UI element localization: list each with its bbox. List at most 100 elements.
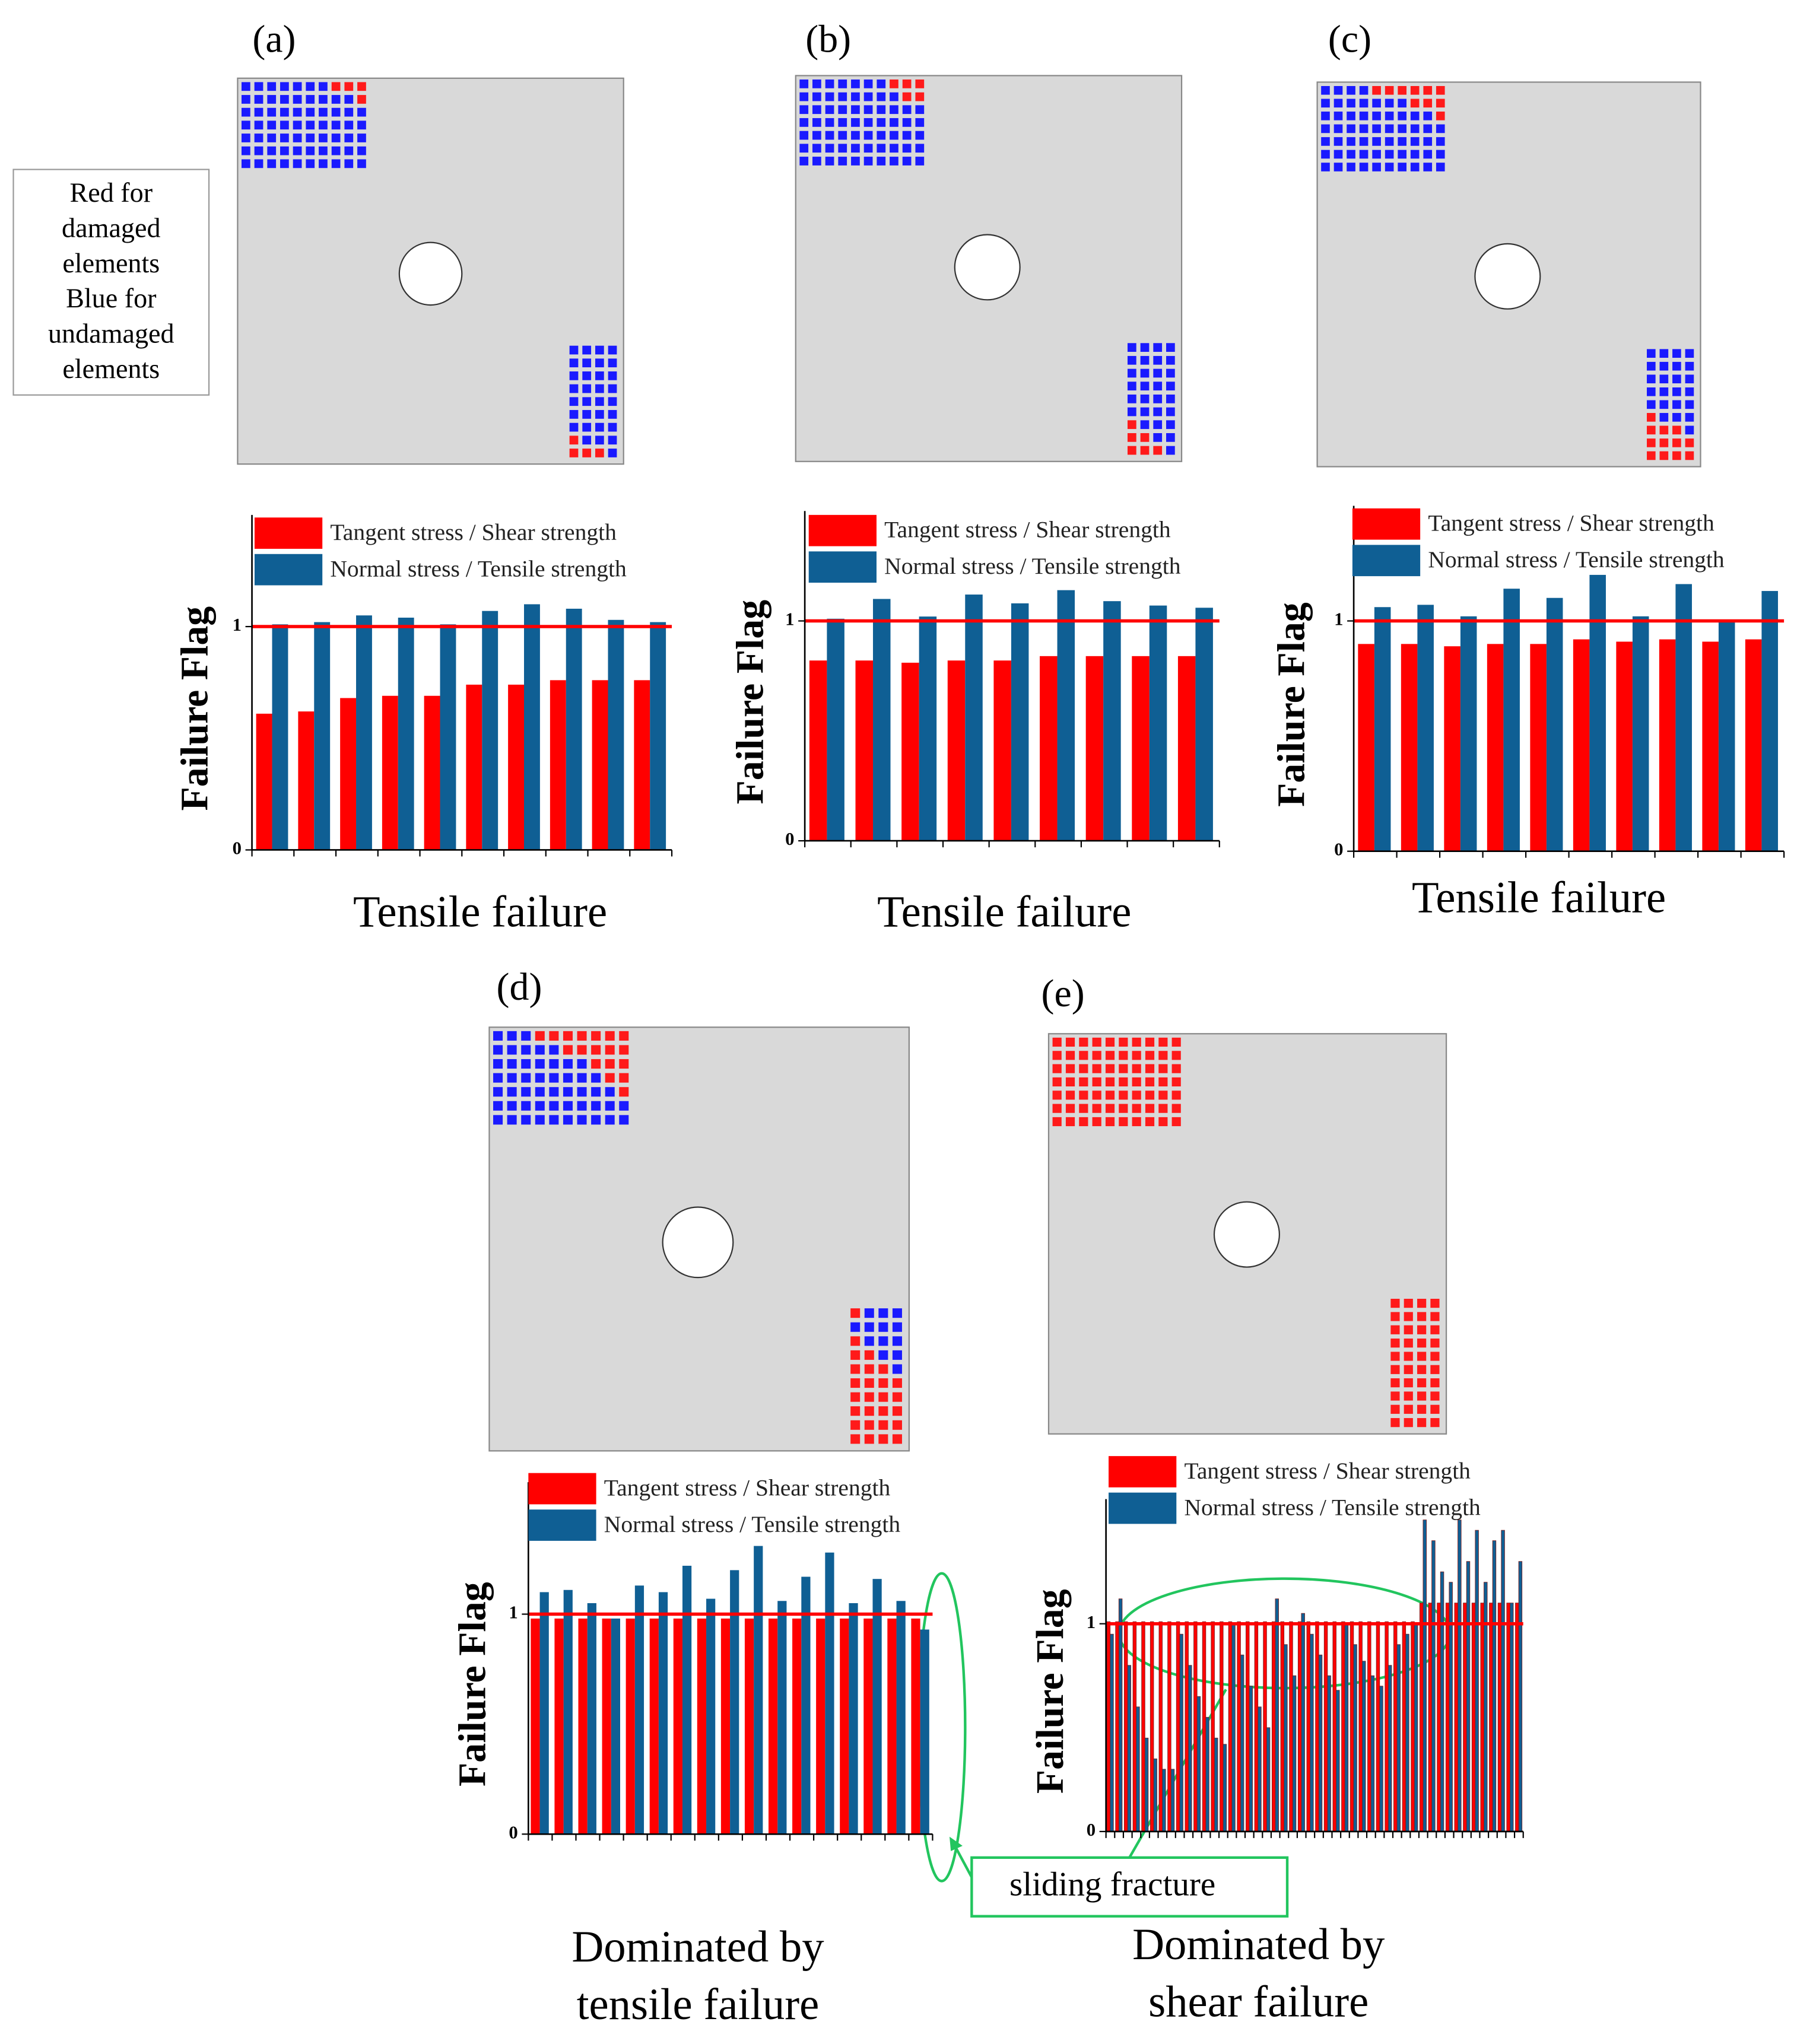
element — [1171, 1051, 1181, 1060]
element — [595, 397, 604, 406]
element — [1404, 1391, 1413, 1401]
bar — [1327, 1675, 1331, 1832]
element — [608, 449, 617, 457]
bar — [356, 615, 372, 850]
element — [267, 133, 277, 142]
element — [293, 120, 302, 130]
element — [1145, 1077, 1155, 1087]
bar — [1195, 608, 1213, 841]
element — [1105, 1077, 1115, 1087]
element — [851, 157, 860, 166]
bar — [911, 1618, 920, 1835]
y-tick-label: 0 — [509, 1822, 517, 1842]
element — [799, 80, 809, 88]
element — [241, 82, 250, 91]
element — [241, 146, 250, 155]
bar — [682, 1565, 692, 1835]
bar — [1193, 1621, 1198, 1832]
element — [1166, 420, 1175, 430]
element — [1410, 124, 1420, 133]
element — [254, 95, 263, 104]
element — [1372, 137, 1381, 146]
element — [1385, 86, 1394, 95]
bar — [1405, 1633, 1409, 1832]
bar — [1123, 1621, 1128, 1832]
element — [1321, 163, 1330, 171]
element — [1398, 86, 1406, 95]
bar — [816, 1618, 825, 1835]
bar — [1127, 1665, 1131, 1832]
element — [1158, 1051, 1168, 1060]
bar — [1336, 1690, 1340, 1832]
bar — [1353, 1644, 1357, 1832]
element — [1171, 1117, 1181, 1127]
bar — [1228, 1621, 1233, 1832]
bar — [1153, 1758, 1157, 1832]
element — [521, 1059, 531, 1069]
bar — [872, 1579, 882, 1835]
bar — [539, 1592, 549, 1835]
element — [1153, 382, 1163, 391]
element — [1132, 1064, 1141, 1073]
element — [306, 159, 315, 169]
element — [1079, 1117, 1088, 1127]
element — [1127, 446, 1136, 455]
element — [1140, 420, 1150, 430]
element — [608, 384, 617, 393]
element — [1140, 343, 1150, 352]
element — [319, 82, 328, 91]
bar — [1445, 1603, 1450, 1832]
element — [1140, 368, 1150, 378]
element — [1417, 1418, 1427, 1428]
element — [864, 1336, 874, 1346]
element — [507, 1087, 517, 1097]
element — [878, 1406, 888, 1416]
element — [344, 133, 354, 142]
element — [1119, 1037, 1128, 1047]
y-tick-label: 1 — [509, 1603, 517, 1623]
element — [254, 146, 263, 155]
bar — [1231, 1623, 1236, 1832]
element — [331, 107, 341, 117]
element — [331, 133, 341, 142]
element — [890, 80, 898, 88]
element — [1158, 1117, 1168, 1127]
bar — [1246, 1621, 1250, 1832]
element — [902, 92, 912, 101]
element — [1390, 1391, 1400, 1401]
element — [850, 1434, 861, 1444]
element — [1171, 1077, 1181, 1087]
element — [850, 1308, 861, 1318]
bar — [424, 695, 440, 850]
legend-label: Normal stress / Tensile strength — [330, 555, 627, 581]
bar — [1341, 1621, 1345, 1832]
bar — [1402, 1621, 1406, 1832]
bar — [1718, 621, 1735, 851]
bar — [768, 1618, 778, 1835]
element — [1092, 1077, 1101, 1087]
element — [892, 1420, 902, 1430]
element — [1672, 387, 1681, 396]
element — [1132, 1104, 1141, 1113]
element — [1140, 355, 1150, 365]
element — [293, 95, 302, 104]
element — [1153, 394, 1163, 403]
element — [595, 435, 604, 445]
element — [306, 95, 315, 104]
element — [892, 1308, 902, 1318]
element — [1410, 112, 1420, 120]
bar — [1179, 1633, 1183, 1832]
element — [1153, 355, 1163, 365]
element — [1423, 150, 1433, 159]
bar — [1263, 1621, 1267, 1832]
element — [1166, 394, 1175, 403]
bar — [1149, 605, 1167, 841]
bar — [1205, 1716, 1209, 1832]
element — [1430, 1325, 1440, 1334]
element — [521, 1031, 531, 1041]
legend-label: Normal stress / Tensile strength — [1428, 546, 1725, 573]
element — [619, 1087, 629, 1097]
bar — [634, 680, 650, 850]
element — [1347, 112, 1355, 120]
element — [331, 146, 341, 155]
